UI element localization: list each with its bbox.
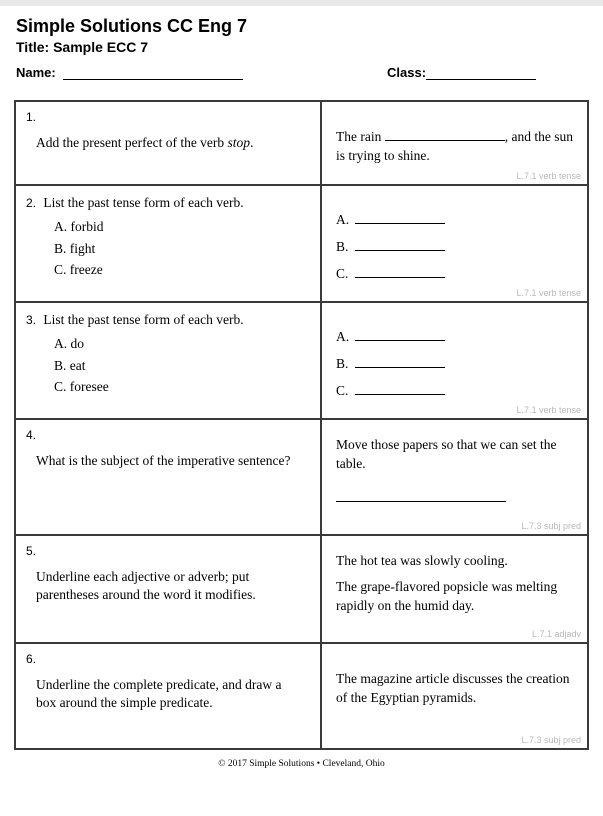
class-block: Class: xyxy=(387,65,587,80)
q3-ans-b-label: B. xyxy=(336,350,352,377)
q3-right: A. B. C. L.7.1 verb tense xyxy=(322,303,587,418)
question-row-1: 1. Add the present perfect of the verb s… xyxy=(16,102,587,186)
q2-opt-c: C. freeze xyxy=(54,259,308,281)
q5-sentence-2: The grape-flavored popsicle was melting … xyxy=(336,578,577,616)
q2-ans-a-label: A. xyxy=(336,206,352,233)
main-title: Simple Solutions CC Eng 7 xyxy=(16,16,587,37)
class-line[interactable] xyxy=(426,66,536,80)
class-label: Class: xyxy=(387,65,426,80)
q3-ans-a-line[interactable] xyxy=(355,329,445,341)
q2-prompt: List the past tense form of each verb. xyxy=(43,195,243,210)
q1-right: The rain , and the sun is trying to shin… xyxy=(322,102,587,184)
q5-number: 5. xyxy=(26,544,308,558)
q1-standard: L.7.1 verb tense xyxy=(516,171,581,181)
q4-prompt: What is the subject of the imperative se… xyxy=(36,452,302,470)
question-row-3: 3. List the past tense form of each verb… xyxy=(16,303,587,420)
q3-ans-b-line[interactable] xyxy=(355,356,445,368)
q2-ans-a-line[interactable] xyxy=(355,212,445,224)
q3-standard: L.7.1 verb tense xyxy=(516,405,581,415)
q3-number: 3. xyxy=(26,313,36,327)
q4-left: 4. What is the subject of the imperative… xyxy=(16,420,322,534)
q4-blank[interactable] xyxy=(336,490,506,502)
q2-ans-c-label: C. xyxy=(336,260,352,287)
footer: © 2017 Simple Solutions • Cleveland, Ohi… xyxy=(0,756,603,779)
q4-sentence: Move those papers so that we can set the… xyxy=(336,436,577,474)
q4-standard: L.7.3 subj pred xyxy=(521,521,581,531)
q1-sentence: The rain , and the sun is trying to shin… xyxy=(336,128,577,166)
q6-right: The magazine article discusses the creat… xyxy=(322,644,587,748)
q4-right: Move those papers so that we can set the… xyxy=(322,420,587,534)
q1-prompt-pre: Add the present perfect of the verb xyxy=(36,135,228,150)
q2-right: A. B. C. L.7.1 verb tense xyxy=(322,186,587,301)
q2-ans-b-label: B. xyxy=(336,233,352,260)
q1-prompt: Add the present perfect of the verb stop… xyxy=(36,134,302,152)
name-line[interactable] xyxy=(63,66,243,80)
question-row-4: 4. What is the subject of the imperative… xyxy=(16,420,587,536)
q1-left: 1. Add the present perfect of the verb s… xyxy=(16,102,322,184)
subtitle: Title: Sample ECC 7 xyxy=(16,39,587,55)
q1-number: 1. xyxy=(26,110,308,124)
q3-opt-c: C. foresee xyxy=(54,376,308,398)
q2-left: 2. List the past tense form of each verb… xyxy=(16,186,322,301)
q5-standard: L.7.1 adjadv xyxy=(532,629,581,639)
q6-left: 6. Underline the complete predicate, and… xyxy=(16,644,322,748)
q3-opt-b: B. eat xyxy=(54,355,308,377)
q5-sentence-1: The hot tea was slowly cooling. xyxy=(336,552,577,571)
q3-ans-c-line[interactable] xyxy=(355,383,445,395)
q1-blank[interactable] xyxy=(385,129,505,141)
q3-ans-c-label: C. xyxy=(336,377,352,404)
q3-prompt: List the past tense form of each verb. xyxy=(43,312,243,327)
q6-standard: L.7.3 subj pred xyxy=(521,735,581,745)
q3-answers: A. B. C. xyxy=(336,323,577,404)
q3-left: 3. List the past tense form of each verb… xyxy=(16,303,322,418)
q2-ans-c-line[interactable] xyxy=(355,266,445,278)
q3-options: A. do B. eat C. foresee xyxy=(54,333,308,398)
q6-number: 6. xyxy=(26,652,308,666)
q2-options: A. forbid B. fight C. freeze xyxy=(54,216,308,281)
question-row-2: 2. List the past tense form of each verb… xyxy=(16,186,587,303)
q1-prompt-italic: stop xyxy=(228,135,251,150)
q3-ans-a-label: A. xyxy=(336,323,352,350)
q5-prompt: Underline each adjective or adverb; put … xyxy=(36,568,302,604)
worksheet-table: 1. Add the present perfect of the verb s… xyxy=(14,100,589,750)
q3-opt-a: A. do xyxy=(54,333,308,355)
q6-sentence: The magazine article discusses the creat… xyxy=(336,670,577,708)
question-row-6: 6. Underline the complete predicate, and… xyxy=(16,644,587,748)
q4-number: 4. xyxy=(26,428,308,442)
q5-left: 5. Underline each adjective or adverb; p… xyxy=(16,536,322,643)
header: Simple Solutions CC Eng 7 Title: Sample … xyxy=(0,6,603,100)
name-block: Name: xyxy=(16,65,387,80)
q5-right: The hot tea was slowly cooling. The grap… xyxy=(322,536,587,643)
q2-standard: L.7.1 verb tense xyxy=(516,288,581,298)
q6-prompt: Underline the complete predicate, and dr… xyxy=(36,676,302,712)
q1-right-pre: The rain xyxy=(336,129,385,144)
q2-number: 2. xyxy=(26,196,36,210)
q2-answers: A. B. C. xyxy=(336,206,577,287)
q1-prompt-post: . xyxy=(250,135,253,150)
name-label: Name: xyxy=(16,65,56,80)
q2-opt-b: B. fight xyxy=(54,238,308,260)
question-row-5: 5. Underline each adjective or adverb; p… xyxy=(16,536,587,645)
q2-ans-b-line[interactable] xyxy=(355,239,445,251)
name-class-row: Name: Class: xyxy=(16,65,587,80)
q2-opt-a: A. forbid xyxy=(54,216,308,238)
